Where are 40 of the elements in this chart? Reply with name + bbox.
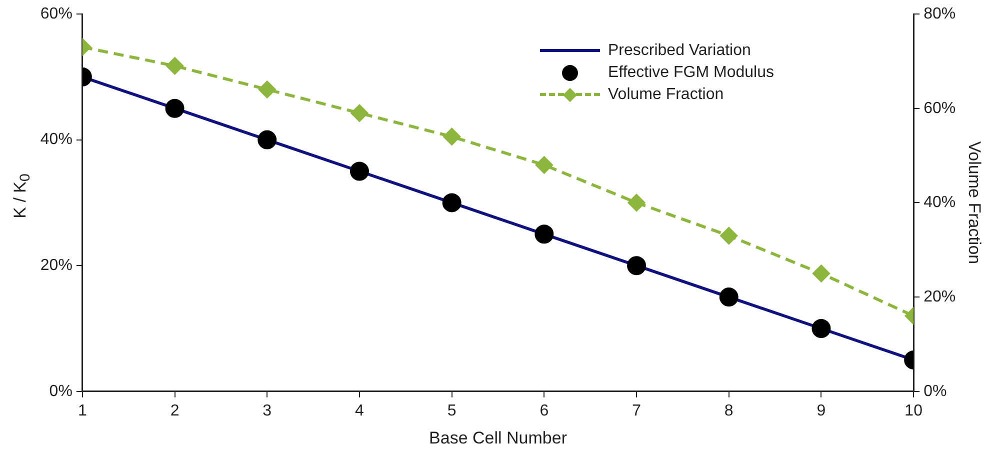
x-tick-label: 2 — [170, 402, 180, 420]
x-tick-label: 6 — [540, 402, 549, 420]
x-tick-label: 7 — [632, 402, 642, 420]
x-tick-label: 3 — [262, 402, 272, 420]
legend-label: Prescribed Variation — [608, 42, 751, 60]
y-tick-label: 20% — [40, 257, 72, 274]
y2-tick-label: 0% — [924, 382, 947, 400]
point — [443, 128, 460, 146]
point — [719, 288, 738, 307]
point — [350, 104, 368, 122]
point — [166, 57, 184, 74]
point — [258, 130, 277, 150]
y2-axis-title: Volume Fraction — [965, 141, 984, 264]
legend-label: Effective FGM Modulus — [608, 64, 774, 82]
point — [812, 319, 831, 338]
point — [165, 98, 184, 118]
point — [536, 156, 553, 174]
y-tick-label: 0% — [49, 382, 72, 400]
y2-tick-label: 40% — [924, 194, 956, 212]
x-axis-title: Base Cell Number — [429, 428, 568, 448]
x-tick-label: 10 — [904, 402, 923, 420]
x-tick-label: 9 — [816, 402, 826, 420]
point — [812, 264, 830, 282]
y2-tick-label: 80% — [924, 5, 956, 22]
point — [628, 194, 646, 212]
x-tick-label: 1 — [78, 402, 87, 420]
point — [534, 224, 554, 244]
x-tick-label: 4 — [355, 402, 364, 420]
x-tick-label: 8 — [724, 402, 734, 420]
y2-tick-label: 60% — [924, 100, 956, 117]
point — [720, 227, 738, 244]
y-tick-label: 40% — [40, 131, 72, 148]
point — [350, 162, 369, 181]
point — [442, 193, 462, 212]
y-tick-label: 60% — [40, 5, 72, 22]
y2-tick-label: 20% — [924, 288, 956, 306]
x-tick-label: 5 — [447, 402, 456, 420]
legend-label: Volume Fraction — [608, 86, 724, 104]
point — [627, 256, 646, 276]
point — [258, 80, 276, 98]
